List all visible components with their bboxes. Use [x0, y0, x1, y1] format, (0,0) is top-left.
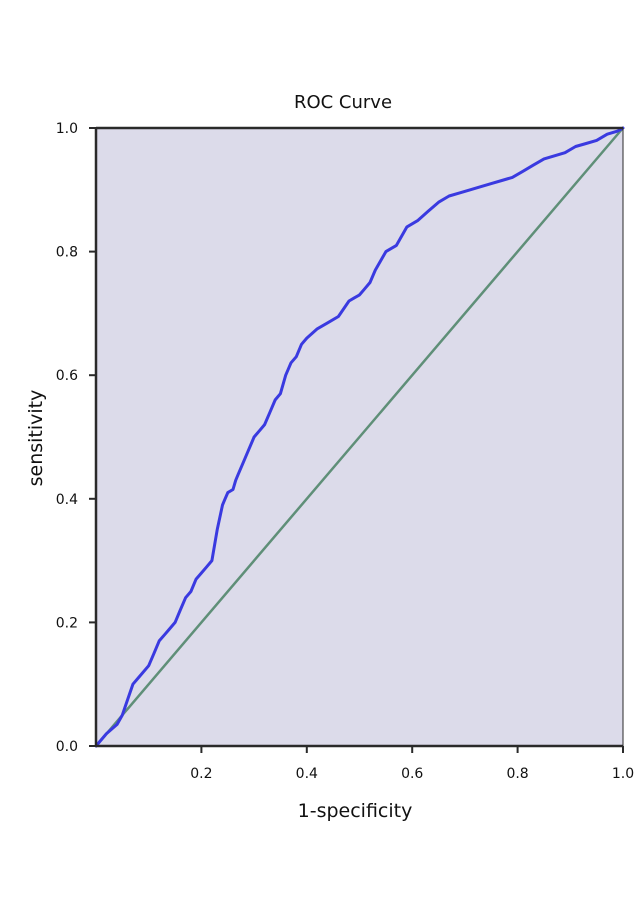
- x-tick-label: 0.8: [506, 766, 528, 782]
- x-axis-label: 1-specificity: [298, 800, 413, 822]
- series-layer: [94, 126, 625, 748]
- diagonal-reference-line: [94, 126, 625, 748]
- x-tick-label: 0.4: [296, 766, 318, 782]
- roc-curve-line: [94, 126, 625, 748]
- y-tick-label: 1.0: [56, 121, 78, 137]
- x-tick-label: 0.2: [190, 766, 212, 782]
- y-tick-label: 0.2: [56, 615, 78, 631]
- chart-title: ROC Curve: [294, 92, 392, 113]
- y-tick-label: 0.8: [56, 245, 78, 261]
- y-axis-label: sensitivity: [25, 390, 47, 487]
- y-tick-label: 0.6: [56, 368, 78, 384]
- y-tick-label: 0.4: [56, 492, 78, 508]
- ticks-layer: 0.2 0.4 0.6 0.8 1.0 0.0 0.2 0.4 0.6 0.8 1.0: [56, 121, 634, 782]
- axes-layer: [94, 126, 624, 748]
- y-tick-label: 0.0: [56, 739, 78, 755]
- x-tick-label: 0.6: [401, 766, 423, 782]
- x-tick-label: 1.0: [612, 766, 634, 782]
